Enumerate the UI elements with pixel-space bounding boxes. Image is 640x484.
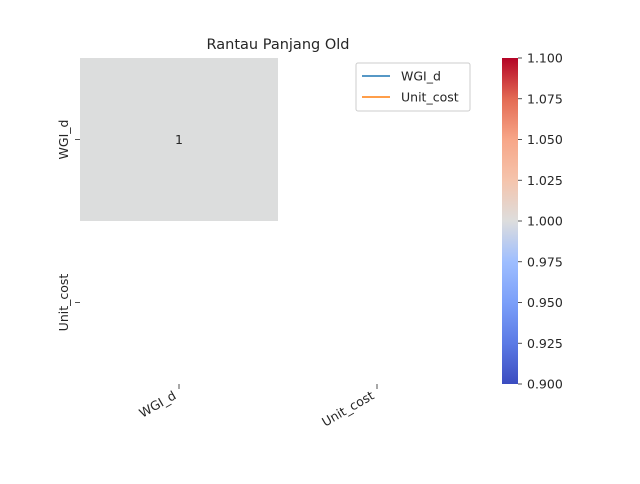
colorbar-tick-label: 1.000	[527, 214, 563, 229]
legend-frame	[355, 62, 471, 112]
chart-title: Rantau Panjang Old	[207, 37, 350, 53]
y-axis: WGI_d Unit_cost	[56, 120, 80, 332]
x-tick-label: WGI_d	[136, 388, 178, 421]
heatmap-cell	[80, 58, 278, 221]
colorbar-tick-label: 1.075	[527, 91, 563, 106]
colorbar-tick-label: 1.025	[527, 173, 563, 188]
legend-label-unit-cost: Unit_cost	[401, 90, 459, 105]
colorbar-tick-label: 1.050	[527, 132, 563, 147]
colorbar-tick-label: 0.975	[527, 254, 563, 269]
y-tick-label: Unit_cost	[56, 274, 71, 332]
cell-annotation: 1	[175, 132, 183, 147]
cell-annotations: 1	[175, 132, 183, 147]
legend: WGI_d Unit_cost	[355, 62, 471, 112]
colorbar-tick-label: 0.950	[527, 295, 563, 310]
colorbar-gradient	[502, 58, 518, 384]
x-axis: WGI_d Unit_cost	[136, 384, 378, 430]
colorbar-ticks: 0.900 0.925 0.950 0.975 1.000 1.025 1.050 1.075…	[518, 51, 563, 392]
y-tick-label: WGI_d	[56, 120, 71, 160]
legend-label-wgi-d: WGI_d	[401, 69, 441, 84]
colorbar-tick-label: 0.925	[527, 336, 563, 351]
colorbar-tick-label: 1.100	[527, 51, 563, 66]
heatmap-cells	[80, 58, 278, 221]
colorbar: 0.900 0.925 0.950 0.975 1.000 1.025 1.050 1.075…	[502, 51, 563, 392]
colorbar-tick-label: 0.900	[527, 377, 563, 392]
x-tick-label: Unit_cost	[319, 388, 376, 430]
